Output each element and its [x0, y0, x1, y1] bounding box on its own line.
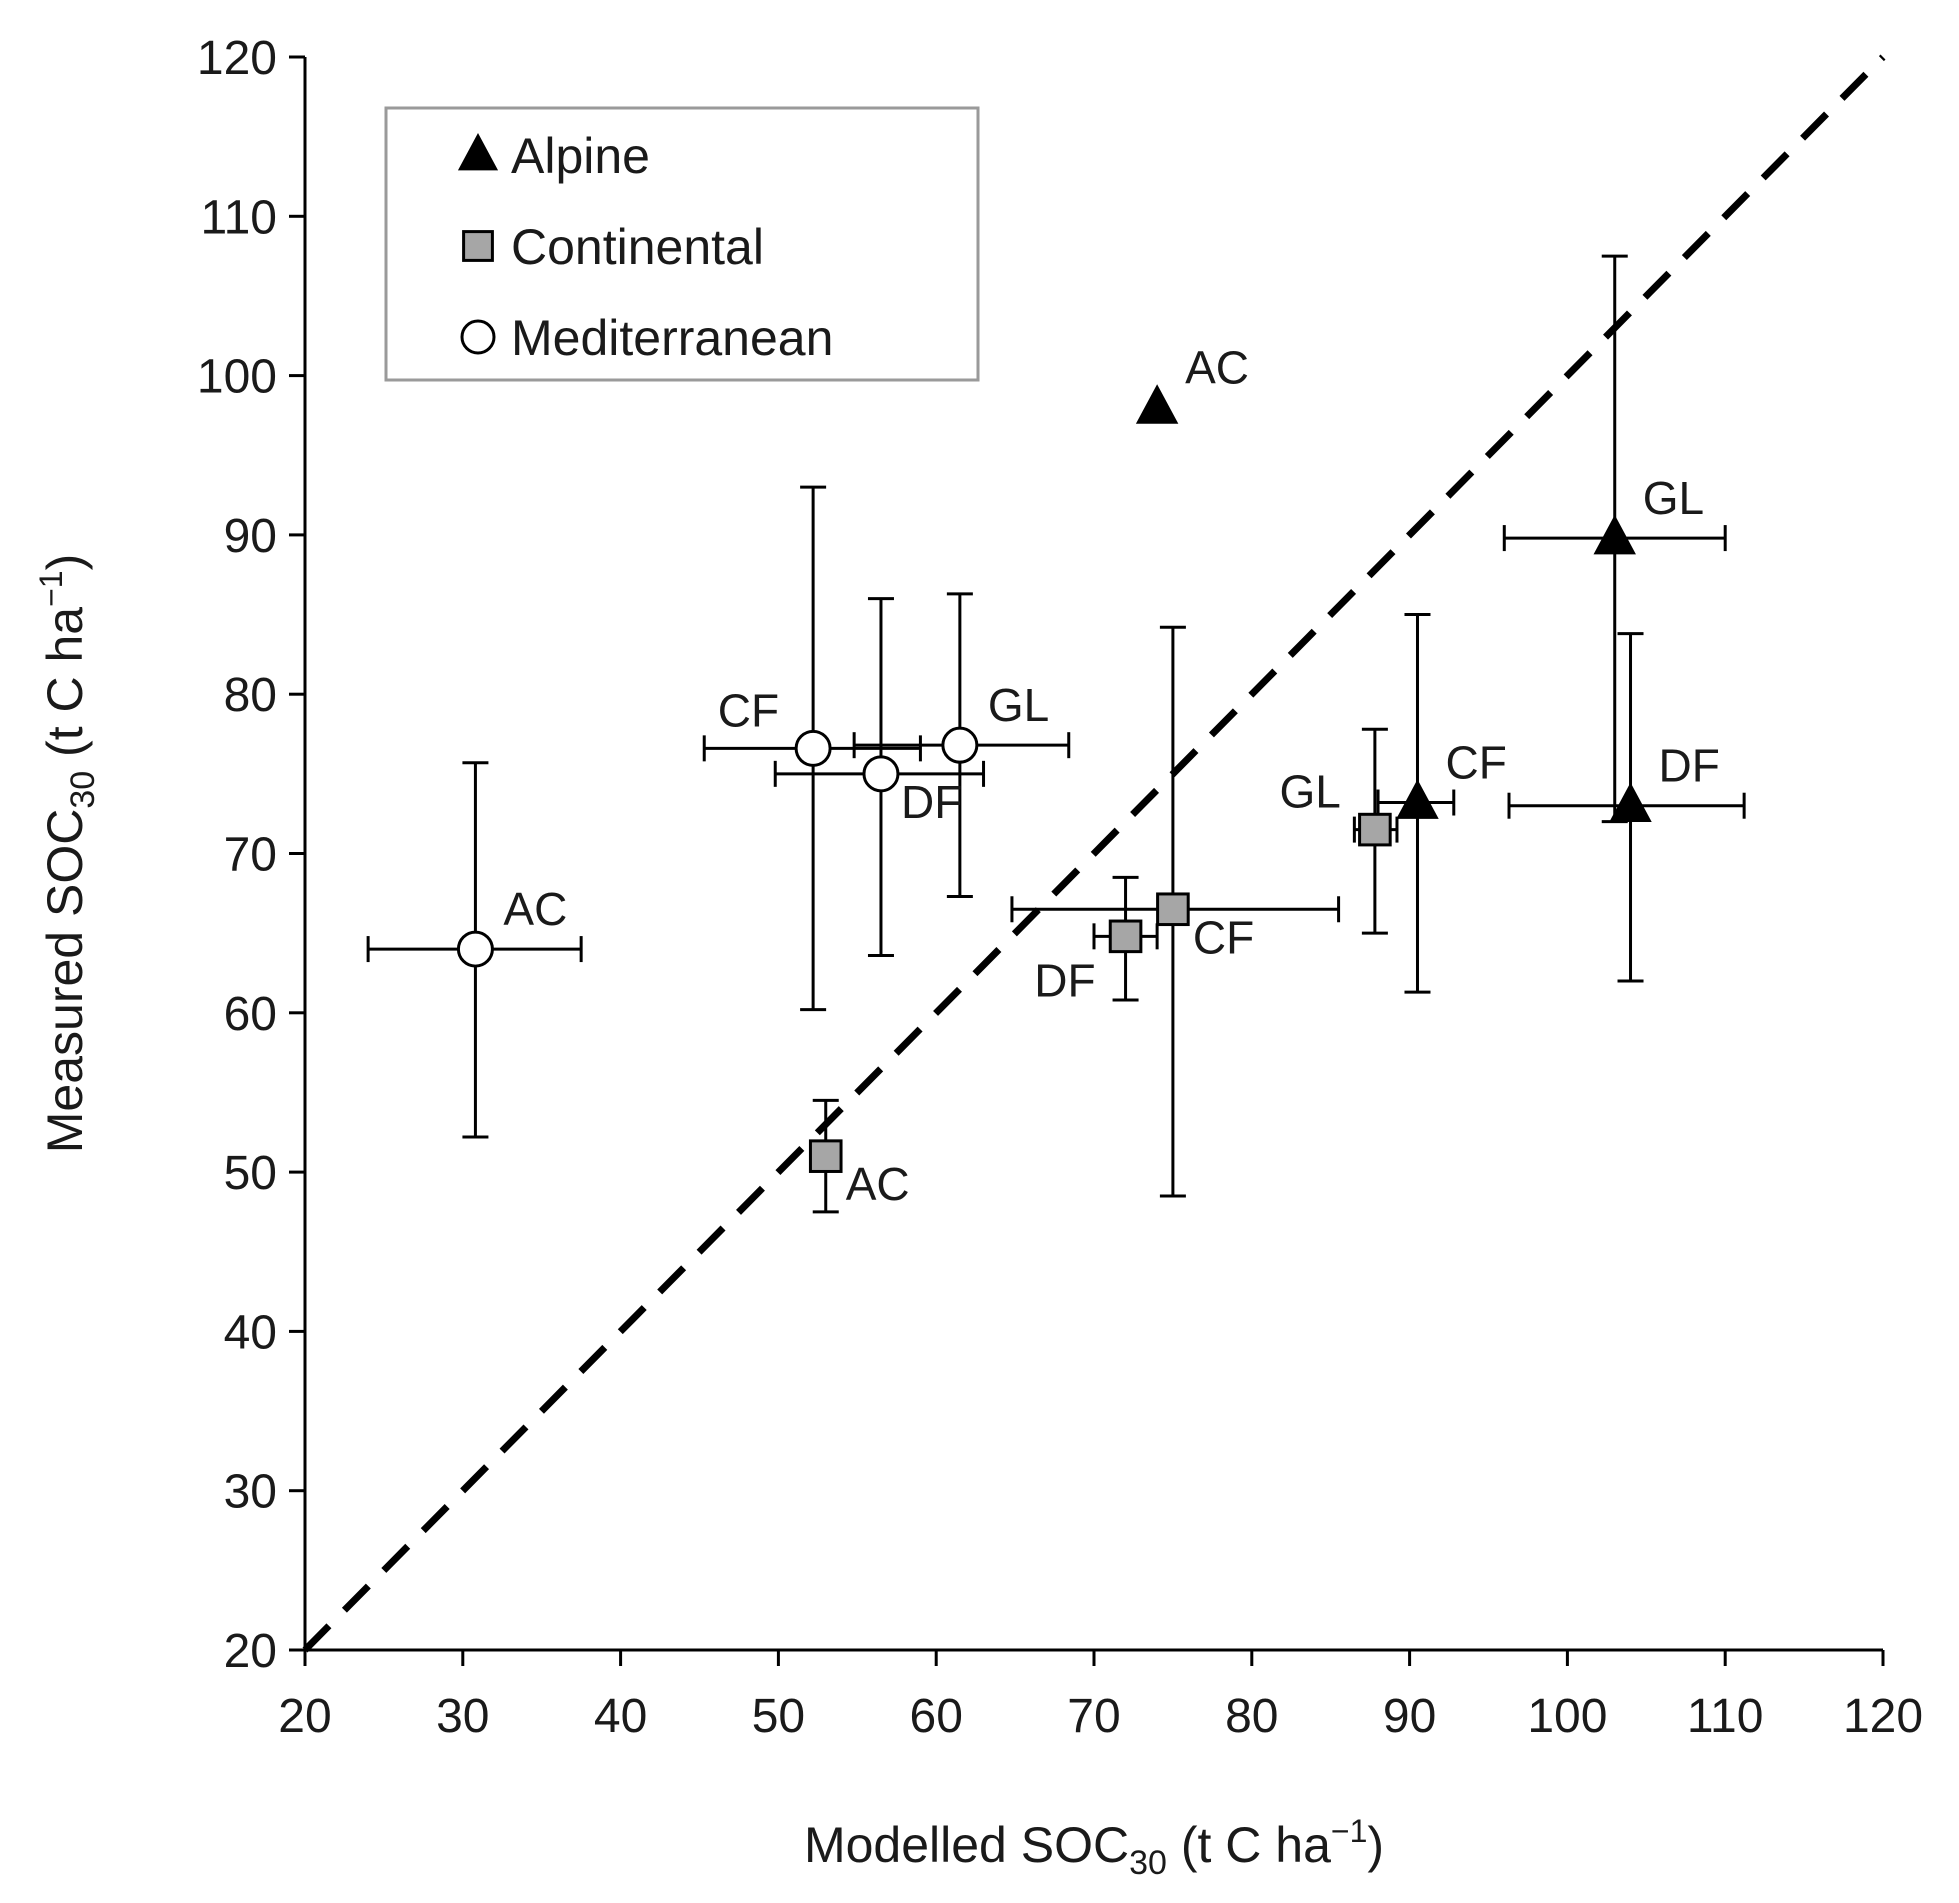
point-label-mediterranean-gl: GL — [988, 679, 1049, 731]
point-label-alpine-cf: CF — [1445, 737, 1506, 789]
point-label-alpine-ac: AC — [1185, 341, 1249, 393]
legend-label-alpine: Alpine — [511, 128, 650, 184]
y-tick-label: 40 — [224, 1306, 277, 1359]
point-alpine-cf — [1396, 779, 1439, 819]
legend-label-continental: Continental — [511, 219, 764, 275]
legend-label-mediterranean: Mediterranean — [511, 310, 833, 366]
y-axis-title-subscript: 30 — [64, 771, 102, 809]
x-tick-label: 120 — [1843, 1690, 1923, 1743]
point-continental-gl — [1358, 812, 1392, 847]
point-label-continental-gl: GL — [1280, 766, 1341, 818]
x-tick-label: 50 — [752, 1690, 805, 1743]
point-labels-group: AC GL CF DF AC DF CF GL AC CF DF GL — [503, 341, 1719, 1210]
point-label-alpine-gl: GL — [1643, 472, 1704, 524]
y-tick-label: 120 — [197, 32, 277, 85]
x-axis-title-unit-close: ) — [1367, 1817, 1384, 1873]
y-tick-label: 70 — [224, 829, 277, 882]
legend-marker-mediterranean — [460, 319, 496, 355]
y-axis-title-superscript: −1 — [33, 570, 69, 606]
x-tick-label: 80 — [1225, 1690, 1278, 1743]
y-axis-title-unit: (t C ha — [37, 607, 93, 771]
x-axis-title: Modelled SOC30 (t C ha−1) — [804, 1813, 1384, 1882]
point-continental-ac — [808, 1139, 843, 1173]
y-tick-label: 110 — [200, 191, 277, 244]
point-label-continental-df: DF — [1034, 954, 1095, 1006]
legend-marker-alpine — [457, 133, 499, 171]
point-mediterranean-ac — [456, 930, 494, 968]
point-label-continental-ac: AC — [846, 1158, 910, 1210]
one-to-one-reference-line — [302, 54, 1886, 1653]
axis-titles-group: Modelled SOC30 (t C ha−1)Measured SOC30 … — [33, 554, 1384, 1882]
x-tick-label: 30 — [436, 1690, 489, 1743]
point-continental-df — [1108, 919, 1143, 954]
x-tick-label: 60 — [910, 1690, 963, 1743]
legend: Alpine Continental Mediterranean — [384, 106, 980, 382]
point-mediterranean-df — [862, 755, 900, 793]
x-tick-label: 20 — [278, 1690, 331, 1743]
point-alpine-df — [1609, 782, 1652, 823]
y-axis-title-unit-close: ) — [37, 554, 93, 571]
y-tick-label: 80 — [224, 669, 277, 722]
point-label-mediterranean-cf: CF — [718, 684, 779, 736]
y-tick-label: 60 — [224, 988, 277, 1041]
y-axis-title: Measured SOC30 (t C ha−1) — [33, 554, 102, 1154]
data-points-group — [456, 384, 1652, 1173]
y-tick-label: 100 — [197, 351, 277, 404]
point-label-mediterranean-ac: AC — [503, 883, 567, 935]
x-axis-title-unit: (t C ha — [1167, 1817, 1331, 1873]
error-bars-group — [366, 254, 1746, 1214]
y-tick-label: 30 — [224, 1466, 277, 1519]
x-tick-label: 110 — [1687, 1690, 1764, 1743]
point-mediterranean-cf — [794, 729, 832, 767]
axes-group: 20 30 40 50 60 70 80 90 100 110 120 20 30 40 50 60 70 80 9… — [197, 32, 1923, 1743]
x-tick-label: 70 — [1067, 1690, 1120, 1743]
x-axis-title-subscript: 30 — [1129, 1844, 1167, 1882]
y-tick-label: 90 — [224, 510, 277, 563]
x-tick-label: 40 — [594, 1690, 647, 1743]
point-alpine-ac — [1135, 384, 1179, 424]
x-axis-title-superscript: −1 — [1331, 1813, 1367, 1849]
legend-marker-continental — [462, 230, 494, 262]
x-tick-label: 100 — [1527, 1690, 1607, 1743]
point-label-alpine-df: DF — [1659, 740, 1720, 792]
x-tick-label: 90 — [1383, 1690, 1436, 1743]
point-continental-cf — [1156, 892, 1190, 927]
point-mediterranean-gl — [941, 726, 979, 764]
y-axis-title-main: Measured SOC — [37, 809, 93, 1154]
point-alpine-gl — [1593, 514, 1636, 555]
point-label-mediterranean-df: DF — [901, 776, 962, 828]
y-tick-label: 50 — [224, 1147, 277, 1200]
reference-line-group — [302, 54, 1886, 1653]
x-axis-title-main: Modelled SOC — [804, 1817, 1129, 1873]
y-tick-label: 20 — [224, 1625, 277, 1678]
point-label-continental-cf: CF — [1193, 911, 1254, 963]
